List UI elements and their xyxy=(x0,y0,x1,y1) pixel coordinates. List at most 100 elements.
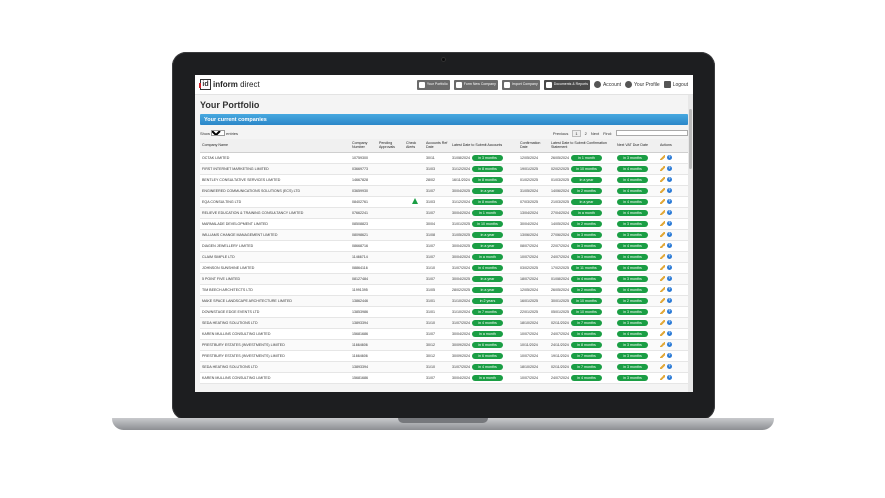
company-name-cell[interactable]: SEDA HEATING SOLUTIONS LTD xyxy=(200,361,350,373)
table-row[interactable]: EQA CONSULTING LTD 08402761 31/03 31/12/202… xyxy=(200,196,688,208)
company-name-cell[interactable]: BENTLEY CONSULTATIVE SERVICES LIMITED xyxy=(200,174,350,186)
help-icon[interactable]: ? xyxy=(667,297,672,303)
col-company-name[interactable]: Company Name xyxy=(200,139,350,153)
help-icon[interactable]: ? xyxy=(667,231,672,237)
table-row[interactable]: TIM BEECH ARCHITECTS LTD 11991395 31/05 28/… xyxy=(200,284,688,296)
pencil-icon[interactable] xyxy=(660,253,665,259)
logout-link[interactable]: Logout xyxy=(663,81,688,88)
pencil-icon[interactable] xyxy=(660,220,665,226)
help-icon[interactable]: ? xyxy=(667,363,672,369)
table-row[interactable]: FIRST INTERNET MARKETING LIMITED 03669773… xyxy=(200,163,688,175)
table-row[interactable]: SEDA HEATING SOLUTIONS LTD 13893394 31/10 3… xyxy=(200,317,688,329)
company-name-cell[interactable]: PRESTBURY ESTATES (INVESTMENTS) LIMITED xyxy=(200,350,350,362)
pencil-icon[interactable] xyxy=(660,330,665,336)
help-icon[interactable]: ? xyxy=(667,253,672,259)
table-row[interactable]: KAREN MULLINS CONSULTING LIMITED 15681686… xyxy=(200,372,688,384)
previous-button[interactable]: Previous xyxy=(552,130,569,136)
page-size-select[interactable]: 100 xyxy=(211,130,226,136)
nav-documents-button[interactable]: Documents & Reports xyxy=(543,79,590,90)
nav-portfolio-button[interactable]: Your Portfolio xyxy=(416,79,450,90)
table-row[interactable]: JOHNSON SUNSHINE LIMITED 08864116 31/10 31/… xyxy=(200,262,688,274)
col-confirmation-date[interactable]: Confirmation Date xyxy=(518,139,549,153)
help-icon[interactable]: ? xyxy=(667,352,672,358)
pencil-icon[interactable] xyxy=(660,363,665,369)
help-icon[interactable]: ? xyxy=(667,198,672,204)
table-row[interactable]: ENGINEERED COMMUNICATIONS SOLUTIONS (ECS… xyxy=(200,185,688,197)
table-row[interactable]: OCTAK LIMITED 10759300 30/11 31/08/2024 in … xyxy=(200,152,688,164)
table-row[interactable]: DIAGEN JEWELLERY LIMITED 08668716 31/07 30/… xyxy=(200,240,688,252)
pencil-icon[interactable] xyxy=(660,341,665,347)
account-link[interactable]: Account xyxy=(593,81,621,88)
company-name-cell[interactable]: WILLIAMS CHANGE MANAGEMENT LIMITED xyxy=(200,229,350,241)
pencil-icon[interactable] xyxy=(660,176,665,182)
table-row[interactable]: SEDA HEATING SOLUTIONS LTD 13893394 31/10 3… xyxy=(200,361,688,373)
col-accounts-ref-date[interactable]: Accounts Ref Date xyxy=(424,139,450,153)
pencil-icon[interactable] xyxy=(660,187,665,193)
company-name-cell[interactable]: PRESTBURY ESTATES (INVESTMENTS) LIMITED xyxy=(200,339,350,351)
help-icon[interactable]: ? xyxy=(667,165,672,171)
company-name-cell[interactable]: MARMALADE DEVELOPMENT LIMITED xyxy=(200,218,350,230)
help-icon[interactable]: ? xyxy=(667,264,672,270)
pencil-icon[interactable] xyxy=(660,286,665,292)
table-row[interactable]: PRESTBURY ESTATES (INVESTMENTS) LIMITED 1… xyxy=(200,350,688,362)
next-button[interactable]: Next xyxy=(590,130,600,136)
pencil-icon[interactable] xyxy=(660,231,665,237)
pencil-icon[interactable] xyxy=(660,297,665,303)
warning-icon[interactable] xyxy=(412,198,418,204)
table-row[interactable]: MAKE SPACE LANDSCAPE ARCHITECTURE LIMITE… xyxy=(200,295,688,307)
pencil-icon[interactable] xyxy=(660,154,665,160)
company-name-cell[interactable]: DIAGEN JEWELLERY LIMITED xyxy=(200,240,350,252)
table-row[interactable]: BENTLEY CONSULTATIVE SERVICES LIMITED 146… xyxy=(200,174,688,186)
company-name-cell[interactable]: 5 POINT FIVE LIMITED xyxy=(200,273,350,285)
help-icon[interactable]: ? xyxy=(667,187,672,193)
table-row[interactable]: CLAIM SIMPLE LTD 11466714 31/07 30/04/2024 … xyxy=(200,251,688,263)
company-name-cell[interactable]: JOHNSON SUNSHINE LIMITED xyxy=(200,262,350,274)
profile-link[interactable]: Your Profile xyxy=(625,81,660,88)
help-icon[interactable]: ? xyxy=(667,308,672,314)
help-icon[interactable]: ? xyxy=(667,220,672,226)
company-name-cell[interactable]: MAKE SPACE LANDSCAPE ARCHITECTURE LIMITE… xyxy=(200,295,350,307)
pencil-icon[interactable] xyxy=(660,209,665,215)
pencil-icon[interactable] xyxy=(660,352,665,358)
col-latest-accounts[interactable]: Latest Date to Submit Accounts xyxy=(450,139,518,153)
help-icon[interactable]: ? xyxy=(667,242,672,248)
company-name-cell[interactable]: TIM BEECH ARCHITECTS LTD xyxy=(200,284,350,296)
help-icon[interactable]: ? xyxy=(667,286,672,292)
pencil-icon[interactable] xyxy=(660,242,665,248)
logo[interactable]: id inform direct xyxy=(199,79,260,90)
col-latest-confirmation[interactable]: Latest Date to Submit Confirmation State… xyxy=(549,139,615,153)
table-row[interactable]: RELIEVE EDUCATION & TRAINING CONSULTANCY… xyxy=(200,207,688,219)
pencil-icon[interactable] xyxy=(660,374,665,380)
col-next-vat[interactable]: Next VAT Due Date xyxy=(615,139,658,153)
help-icon[interactable]: ? xyxy=(667,154,672,160)
help-icon[interactable]: ? xyxy=(667,374,672,380)
table-row[interactable]: PRESTBURY ESTATES (INVESTMENTS) LIMITED 1… xyxy=(200,339,688,351)
page-1-button[interactable]: 1 xyxy=(572,129,581,137)
table-row[interactable]: DOWNSTAGE EDGE EVENTS LTD 13853986 31/01 31… xyxy=(200,306,688,318)
company-name-cell[interactable]: ENGINEERED COMMUNICATIONS SOLUTIONS (ECS… xyxy=(200,185,350,197)
pencil-icon[interactable] xyxy=(660,275,665,281)
pencil-icon[interactable] xyxy=(660,165,665,171)
company-name-cell[interactable]: DOWNSTAGE EDGE EVENTS LTD xyxy=(200,306,350,318)
help-icon[interactable]: ? xyxy=(667,209,672,215)
company-name-cell[interactable]: FIRST INTERNET MARKETING LIMITED xyxy=(200,163,350,175)
table-row[interactable]: 5 POINT FIVE LIMITED 08127484 31/07 30/04/2… xyxy=(200,273,688,285)
help-icon[interactable]: ? xyxy=(667,275,672,281)
pencil-icon[interactable] xyxy=(660,264,665,270)
col-company-number[interactable]: Company Number xyxy=(350,139,377,153)
help-icon[interactable]: ? xyxy=(667,330,672,336)
company-name-cell[interactable]: EQA CONSULTING LTD xyxy=(200,196,350,208)
col-pending-approvals[interactable]: Pending Approvals xyxy=(377,139,404,153)
company-name-cell[interactable]: SEDA HEATING SOLUTIONS LTD xyxy=(200,317,350,329)
help-icon[interactable]: ? xyxy=(667,319,672,325)
pencil-icon[interactable] xyxy=(660,319,665,325)
company-name-cell[interactable]: KAREN MULLINS CONSULTING LIMITED xyxy=(200,372,350,384)
nav-import-button[interactable]: Import Company xyxy=(501,79,540,90)
help-icon[interactable]: ? xyxy=(667,341,672,347)
help-icon[interactable]: ? xyxy=(667,176,672,182)
vertical-scrollbar[interactable] xyxy=(688,95,693,392)
col-check-alerts[interactable]: Check Alerts xyxy=(404,139,424,153)
nav-form-company-button[interactable]: Form New Company xyxy=(453,79,498,90)
table-row[interactable]: MARMALADE DEVELOPMENT LIMITED 08508823 30/… xyxy=(200,218,688,230)
page-2-button[interactable]: 2 xyxy=(584,130,587,136)
